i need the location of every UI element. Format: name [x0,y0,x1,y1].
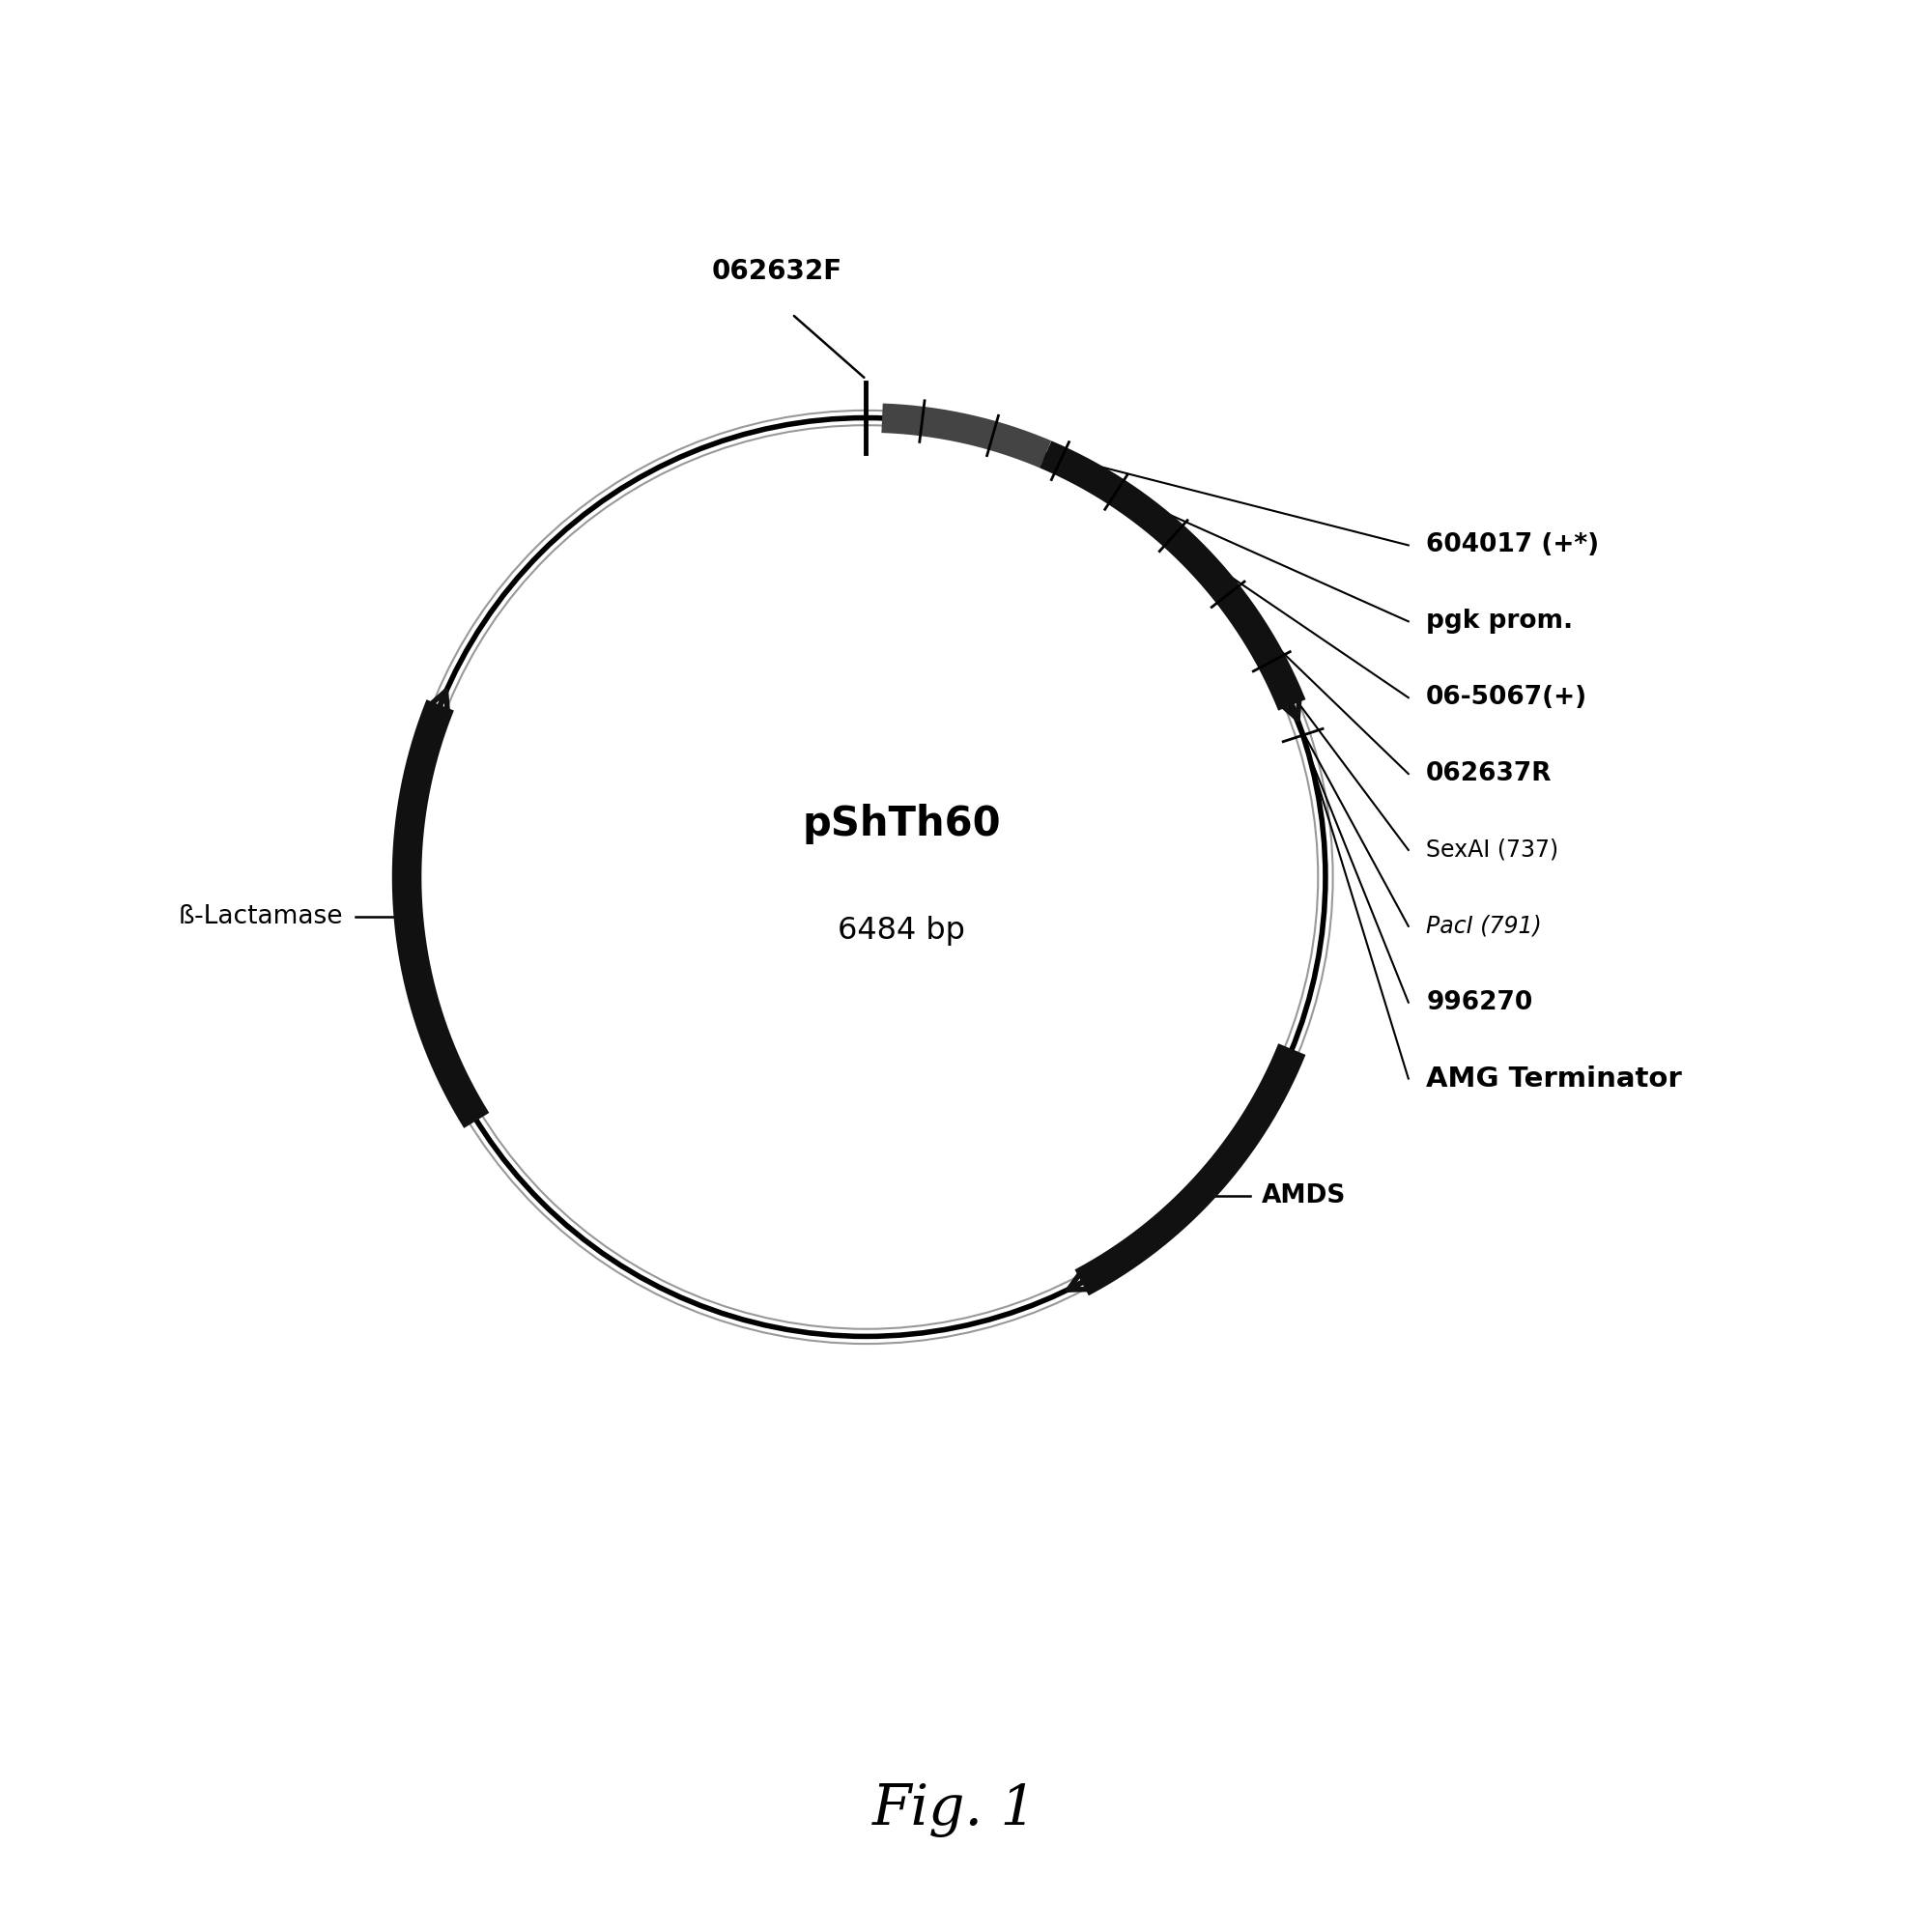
Text: 062637R: 062637R [1427,761,1553,786]
Text: 6484 bp: 6484 bp [838,916,965,945]
Text: Fig. 1: Fig. 1 [873,1783,1037,1837]
Text: SexAI (737): SexAI (737) [1427,838,1559,862]
Text: 062632F: 062632F [712,257,842,284]
Text: pgk prom.: pgk prom. [1427,609,1574,634]
Text: AMDS: AMDS [1263,1184,1347,1209]
Text: ß-Lactamase: ß-Lactamase [180,904,344,929]
Text: 604017 (+*): 604017 (+*) [1427,533,1599,558]
Text: 996270: 996270 [1427,989,1532,1014]
Text: PacI (791): PacI (791) [1427,914,1541,937]
Text: 06-5067(+): 06-5067(+) [1427,686,1587,711]
Text: AMG Terminator: AMG Terminator [1427,1065,1683,1092]
Text: pShTh60: pShTh60 [802,804,1001,844]
